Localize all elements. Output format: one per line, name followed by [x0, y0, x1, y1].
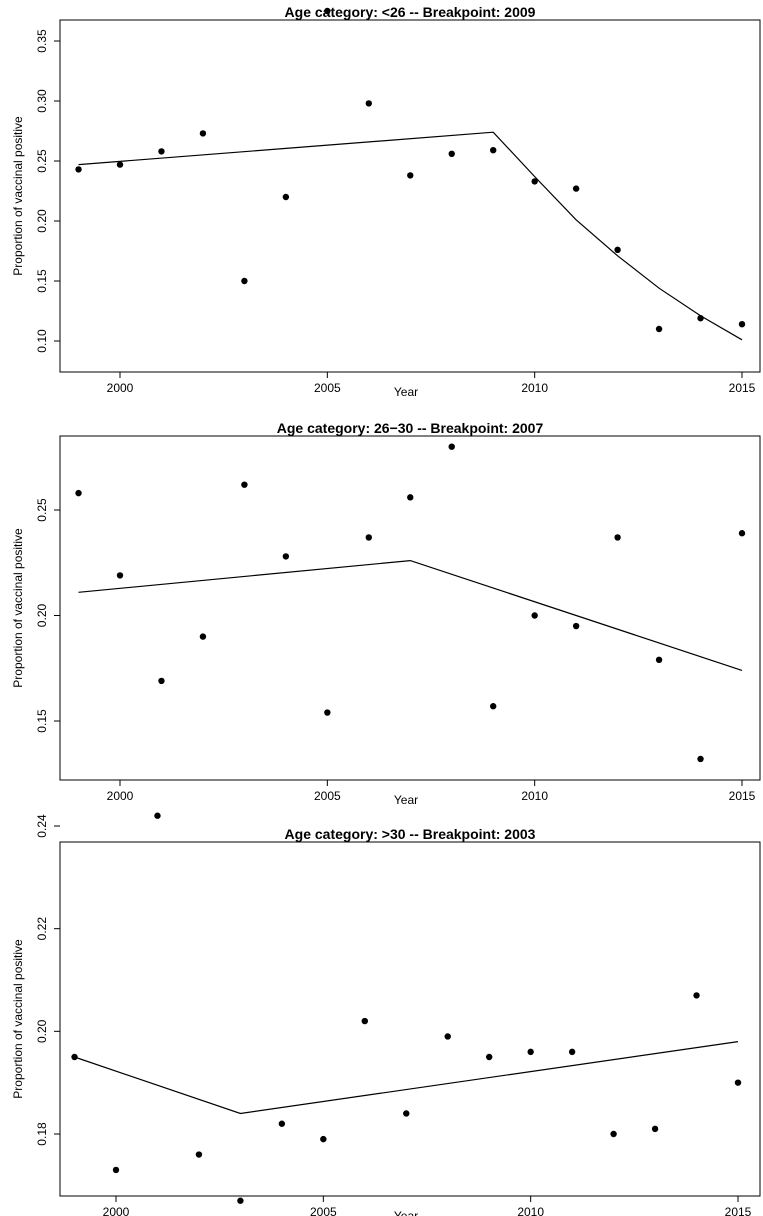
data-point [527, 1048, 534, 1056]
data-point [282, 553, 290, 560]
y-tick-label: 0.15 [35, 269, 49, 293]
data-point [655, 325, 663, 333]
data-point [697, 755, 704, 763]
x-tick-label: 2015 [729, 789, 756, 803]
fit-line [78, 131, 743, 341]
y-tick-label: 0.20 [35, 603, 49, 627]
data-point [614, 246, 621, 253]
data-point [361, 1017, 368, 1025]
fit-line [74, 1041, 739, 1115]
data-point [531, 612, 538, 619]
data-point [486, 1053, 493, 1061]
data-point [324, 7, 331, 15]
data-point [738, 530, 746, 537]
y-tick-label: 0.20 [35, 1019, 49, 1043]
chart-panel-1: Age category: <26 -- Breakpoint: 2009 200… [11, 4, 761, 399]
data-point [282, 193, 290, 201]
data-point [320, 1135, 327, 1143]
plot-frame [59, 19, 761, 373]
y-tick-label: 0.22 [35, 917, 49, 941]
chart-panel-3: Age category: >30 -- Breakpoint: 2003 200… [11, 812, 761, 1216]
data-point [738, 321, 746, 328]
x-tick-label: 2000 [103, 1205, 130, 1216]
data-point [241, 481, 248, 488]
data-point [112, 1166, 120, 1174]
y-tick-label: 0.18 [35, 1122, 49, 1146]
data-point [444, 1033, 451, 1040]
data-point [116, 161, 124, 168]
data-point [324, 709, 331, 716]
y-axis-label: Proportion of vaccinal positive [11, 939, 25, 1099]
y-tick-label: 0.24 [35, 814, 49, 838]
data-point [531, 178, 538, 185]
data-point [241, 277, 248, 285]
x-tick-label: 2000 [107, 789, 134, 803]
x-tick-label: 2010 [521, 789, 548, 803]
data-point [572, 622, 580, 630]
data-point [158, 148, 165, 155]
data-point [403, 1110, 410, 1117]
x-axis-label: Year [394, 385, 418, 399]
chart-title: Age category: 26−30 -- Breakpoint: 2007 [277, 420, 544, 436]
plot-frame [59, 435, 761, 781]
plot-frame [59, 841, 761, 1197]
data-point [614, 534, 621, 541]
data-point [237, 1197, 244, 1204]
data-point [610, 1130, 617, 1138]
data-point [568, 1048, 576, 1056]
x-tick-label: 2005 [310, 1205, 337, 1216]
y-tick-label: 0.25 [35, 498, 49, 522]
data-point [278, 1120, 286, 1127]
data-point [448, 443, 455, 450]
y-tick-label: 0.20 [35, 209, 49, 233]
data-point [490, 147, 497, 154]
y-axis-label: Proportion of vaccinal positive [11, 116, 25, 276]
x-tick-label: 2010 [517, 1205, 544, 1216]
data-point [75, 489, 82, 497]
data-point [116, 572, 124, 579]
data-point [199, 130, 207, 137]
y-axis-label: Proportion of vaccinal positive [11, 528, 25, 688]
data-point [71, 1053, 78, 1061]
x-tick-label: 2005 [314, 381, 341, 395]
y-tick-label: 0.30 [35, 89, 49, 113]
data-point [490, 703, 497, 710]
y-tick-label: 0.10 [35, 329, 49, 353]
chart-panel-2: Age category: 26−30 -- Breakpoint: 2007 2… [11, 420, 761, 807]
data-point [199, 633, 207, 640]
data-point [448, 150, 455, 157]
data-point [572, 185, 580, 192]
x-tick-label: 2015 [725, 1205, 752, 1216]
x-tick-label: 2000 [107, 381, 134, 395]
data-point [407, 172, 414, 179]
x-tick-label: 2005 [314, 789, 341, 803]
data-point [365, 100, 372, 107]
y-tick-label: 0.25 [35, 149, 49, 173]
x-tick-label: 2010 [521, 381, 548, 395]
x-axis-label: Year [394, 1209, 418, 1216]
data-point [693, 992, 700, 999]
data-point [697, 315, 704, 322]
x-tick-label: 2015 [729, 381, 756, 395]
y-tick-label: 0.35 [35, 29, 49, 53]
data-point [154, 812, 161, 819]
data-point [75, 166, 82, 173]
chart-title: Age category: >30 -- Breakpoint: 2003 [285, 826, 536, 842]
x-axis-label: Year [394, 793, 418, 807]
data-point [158, 677, 165, 685]
data-point [651, 1125, 659, 1133]
data-point [365, 534, 372, 541]
y-tick-label: 0.15 [35, 709, 49, 733]
chart-title: Age category: <26 -- Breakpoint: 2009 [285, 4, 536, 20]
data-point [407, 494, 414, 501]
data-point [195, 1151, 203, 1158]
data-point [655, 656, 663, 664]
fit-line [78, 559, 743, 671]
data-point [734, 1079, 742, 1086]
